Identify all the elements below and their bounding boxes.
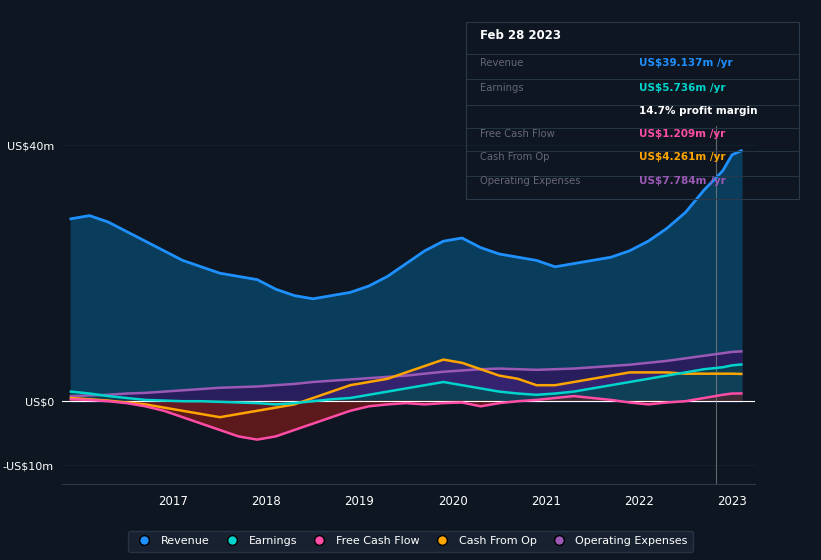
Text: Free Cash Flow: Free Cash Flow [479, 129, 554, 139]
Text: US$7.784m /yr: US$7.784m /yr [640, 176, 726, 186]
Text: US$1.209m /yr: US$1.209m /yr [640, 129, 726, 139]
Text: Revenue: Revenue [479, 58, 523, 68]
Text: US$39.137m /yr: US$39.137m /yr [640, 58, 733, 68]
Text: Feb 28 2023: Feb 28 2023 [479, 30, 561, 43]
Text: Cash From Op: Cash From Op [479, 152, 549, 162]
Text: US$4.261m /yr: US$4.261m /yr [640, 152, 726, 162]
Text: Operating Expenses: Operating Expenses [479, 176, 580, 186]
Text: Earnings: Earnings [479, 83, 523, 93]
Text: US$5.736m /yr: US$5.736m /yr [640, 83, 726, 93]
Text: 14.7% profit margin: 14.7% profit margin [640, 106, 758, 116]
Legend: Revenue, Earnings, Free Cash Flow, Cash From Op, Operating Expenses: Revenue, Earnings, Free Cash Flow, Cash … [128, 530, 693, 552]
